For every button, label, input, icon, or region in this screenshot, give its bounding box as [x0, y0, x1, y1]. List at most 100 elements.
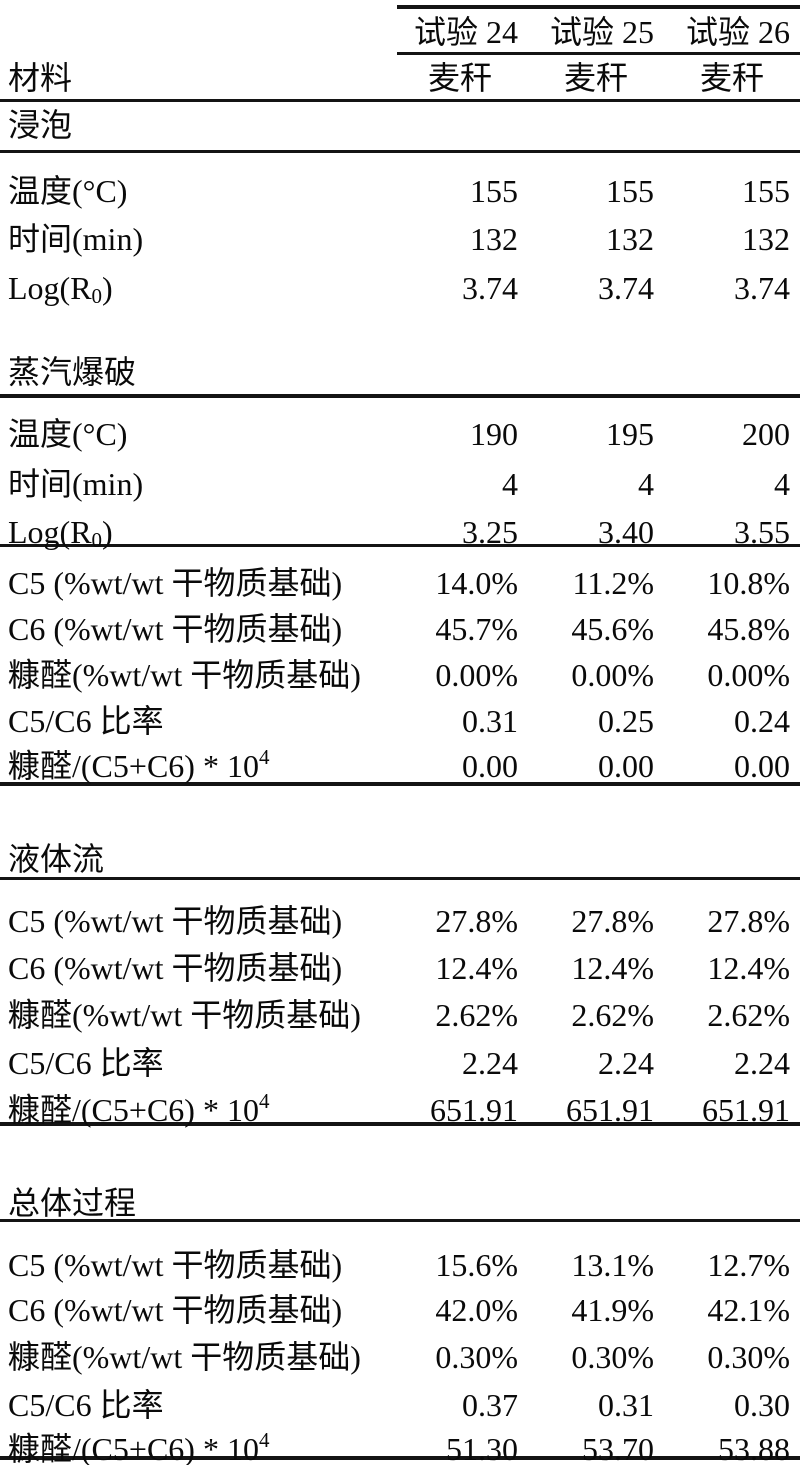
cell-value: 0.30%: [707, 1339, 790, 1375]
cell-value: 651.91: [430, 1092, 518, 1128]
cell-value: 2.24: [598, 1045, 654, 1081]
table-row: 糠醛(%wt/wt 干物质基础) 0.30% 0.30% 0.30%: [8, 1328, 790, 1385]
table-row: Log(R0) 3.74 3.74 3.74: [8, 259, 790, 316]
divider: [0, 1219, 800, 1222]
cell-value: 2.24: [462, 1045, 518, 1081]
section-title: 液体流: [8, 841, 105, 877]
cell-value: 0.30: [734, 1387, 790, 1423]
row-label: 糠醛/(C5+C6) * 104: [8, 1089, 270, 1128]
table-row: 糠醛/(C5+C6) * 104 651.91 651.91 651.91: [8, 1081, 790, 1138]
divider: [0, 1122, 800, 1126]
cell-value: 13.1%: [571, 1247, 654, 1283]
cell-value: 麦秆: [563, 60, 628, 96]
divider: [0, 544, 800, 547]
row-label: C5 (%wt/wt 干物质基础): [8, 903, 343, 939]
cell-value: 10.8%: [707, 565, 790, 601]
table-row: 温度(°C) 190 195 200: [8, 405, 790, 462]
cell-value: 2.62%: [435, 997, 518, 1033]
cell-value: 0.00: [462, 748, 518, 784]
cell-value: 651.91: [702, 1092, 790, 1128]
row-label: C6 (%wt/wt 干物质基础): [8, 950, 343, 986]
cell-value: 2.24: [734, 1045, 790, 1081]
column-header: 试验 26: [685, 14, 790, 50]
cell-value: 0.00: [598, 748, 654, 784]
row-label: C5 (%wt/wt 干物质基础): [8, 565, 343, 601]
cell-value: 12.4%: [571, 950, 654, 986]
table-row: 时间(min) 132 132 132: [8, 210, 790, 267]
divider: [397, 52, 800, 55]
cell-value: 3.55: [734, 514, 790, 550]
cell-value: 2.62%: [707, 997, 790, 1033]
cell-value: 3.74: [598, 270, 654, 306]
row-label: 糠醛(%wt/wt 干物质基础): [8, 1339, 361, 1375]
cell-value: 15.6%: [435, 1247, 518, 1283]
cell-value: 12.4%: [707, 950, 790, 986]
cell-value: 14.0%: [435, 565, 518, 601]
cell-value: 0.25: [598, 703, 654, 739]
cell-value: 155: [742, 173, 790, 209]
row-label: 糠醛(%wt/wt 干物质基础): [8, 997, 361, 1033]
cell-value: 11.2%: [572, 565, 654, 601]
cell-value: 132: [606, 221, 654, 257]
cell-value: 麦秆: [427, 60, 492, 96]
cell-value: 27.8%: [571, 903, 654, 939]
cell-value: 3.74: [462, 270, 518, 306]
cell-value: 45.6%: [571, 611, 654, 647]
table-row: C6 (%wt/wt 干物质基础) 12.4% 12.4% 12.4%: [8, 939, 790, 996]
row-label: 时间(min): [8, 466, 144, 502]
divider: [0, 877, 800, 880]
row-label: 时间(min): [8, 221, 144, 257]
table-row: 温度(°C) 155 155 155: [8, 162, 790, 219]
cell-value: 4: [502, 466, 518, 502]
table-row: C5/C6 比率 0.31 0.25 0.24: [8, 692, 790, 749]
cell-value: 53.70: [582, 1431, 654, 1465]
cell-value: 4: [774, 466, 790, 502]
cell-value: 45.7%: [435, 611, 518, 647]
row-label: C5/C6 比率: [8, 1387, 164, 1423]
cell-value: 0.00%: [571, 657, 654, 693]
table-row: C5 (%wt/wt 干物质基础) 15.6% 13.1% 12.7%: [8, 1236, 790, 1293]
table-row: 时间(min) 4 4 4: [8, 455, 790, 512]
column-header-row: 试验 24 试验 25 试验 26: [8, 12, 790, 52]
cell-value: 0.00%: [707, 657, 790, 693]
table-row: C5 (%wt/wt 干物质基础) 14.0% 11.2% 10.8%: [8, 554, 790, 611]
cell-value: 12.7%: [707, 1247, 790, 1283]
cell-value: 0.31: [598, 1387, 654, 1423]
row-label: 糠醛/(C5+C6) * 104: [8, 1428, 270, 1465]
cell-value: 0.24: [734, 703, 790, 739]
row-label: C6 (%wt/wt 干物质基础): [8, 611, 343, 647]
cell-value: 200: [742, 416, 790, 452]
table-row: 糠醛/(C5+C6) * 104 51.30 53.70 53.88: [8, 1420, 790, 1465]
table-row: C6 (%wt/wt 干物质基础) 42.0% 41.9% 42.1%: [8, 1281, 790, 1338]
divider: [0, 150, 800, 153]
table-row: 材料 麦秆 麦秆 麦秆: [8, 58, 790, 98]
row-label: C5 (%wt/wt 干物质基础): [8, 1247, 343, 1283]
table-row: C6 (%wt/wt 干物质基础) 45.7% 45.6% 45.8%: [8, 600, 790, 657]
table-row: 糠醛(%wt/wt 干物质基础) 0.00% 0.00% 0.00%: [8, 646, 790, 703]
cell-value: 0.00: [734, 748, 790, 784]
cell-value: 53.88: [718, 1431, 790, 1465]
row-label: 温度(°C): [8, 416, 128, 452]
row-label: C5/C6 比率: [8, 703, 164, 739]
cell-value: 3.25: [462, 514, 518, 550]
divider: [0, 99, 800, 102]
table-row: 糠醛/(C5+C6) * 104 0.00 0.00 0.00: [8, 737, 790, 794]
cell-value: 0.00%: [435, 657, 518, 693]
row-label: Log(R0): [8, 270, 113, 308]
cell-value: 27.8%: [435, 903, 518, 939]
cell-value: 42.0%: [435, 1292, 518, 1328]
row-label: 温度(°C): [8, 173, 128, 209]
cell-value: 41.9%: [571, 1292, 654, 1328]
divider: [0, 394, 800, 398]
cell-value: 51.30: [446, 1431, 518, 1465]
table-row: Log(R0) 3.25 3.40 3.55: [8, 503, 790, 560]
cell-value: 651.91: [566, 1092, 654, 1128]
row-label: 糠醛(%wt/wt 干物质基础): [8, 657, 361, 693]
cell-value: 132: [742, 221, 790, 257]
cell-value: 0.31: [462, 703, 518, 739]
cell-value: 42.1%: [707, 1292, 790, 1328]
table-row: C5/C6 比率 0.37 0.31 0.30: [8, 1376, 790, 1433]
row-label: C5/C6 比率: [8, 1045, 164, 1081]
section-title: 总体过程: [8, 1185, 137, 1221]
